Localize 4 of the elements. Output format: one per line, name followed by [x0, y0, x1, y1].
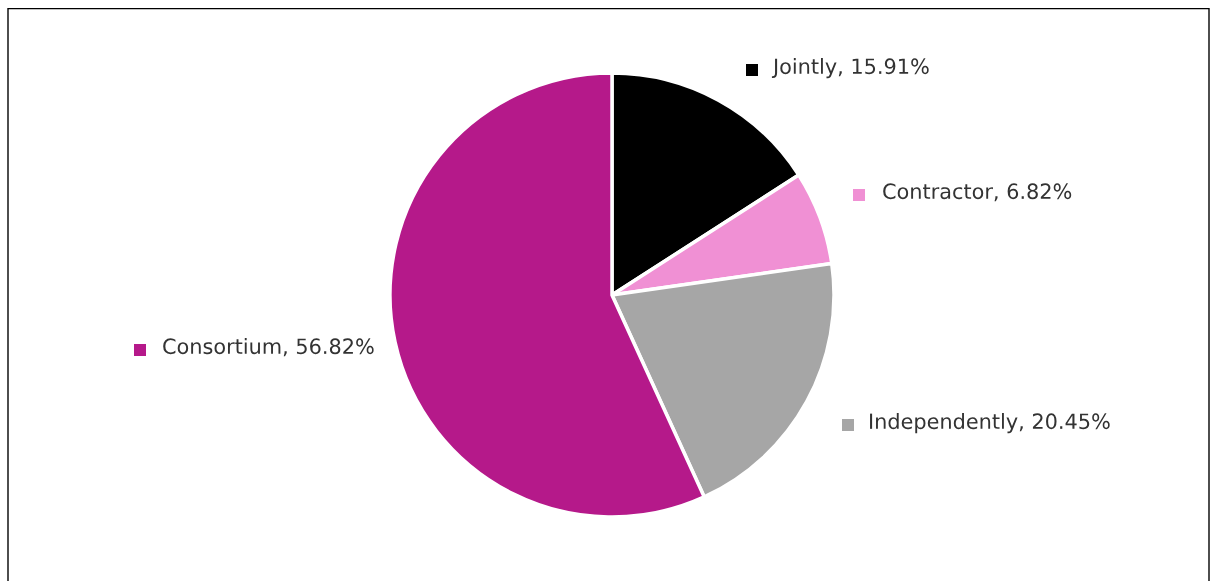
legend-label: Jointly, 15.91%	[771, 58, 929, 79]
legend-label: Consortium, 56.82%	[163, 338, 374, 357]
legend-label: Contractor, 6.82%	[883, 183, 1072, 202]
legend-label: Independently, 20.45%	[870, 413, 1110, 434]
